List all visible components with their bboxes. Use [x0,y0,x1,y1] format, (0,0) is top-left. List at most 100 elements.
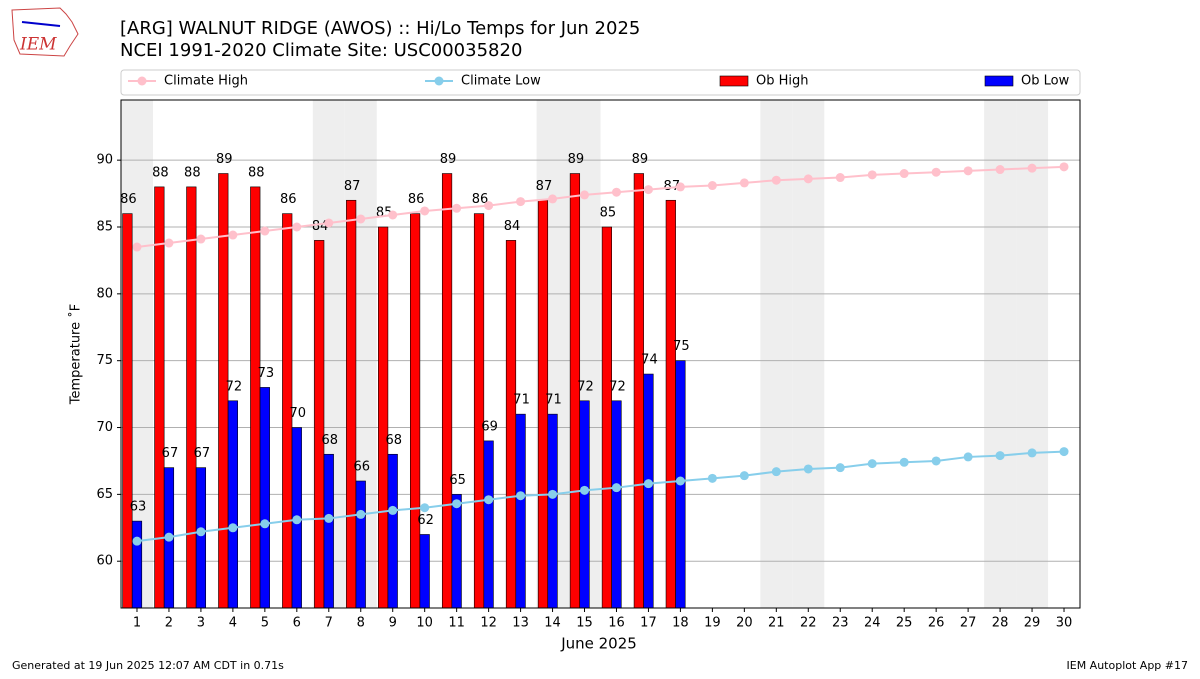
legend-label: Climate Low [461,74,541,89]
line-point [548,194,558,204]
legend-swatch [719,75,749,87]
x-tick-label: 20 [736,616,753,631]
x-tick-label: 9 [389,616,397,631]
bar [355,480,366,609]
line-point [388,210,398,220]
x-tick-label: 30 [1056,616,1073,631]
line-point [835,463,845,473]
chart-title: [ARG] WALNUT RIDGE (AWOS) :: Hi/Lo Temps… [120,18,640,39]
data-label: 75 [673,339,690,354]
x-tick-label: 17 [640,616,657,631]
legend: Climate High Climate Low Ob High Ob Low [120,69,1081,96]
line-point [835,173,845,183]
x-tick-label: 18 [672,616,689,631]
data-label: 68 [322,433,339,448]
y-tick-label: 75 [96,353,113,368]
line-point [356,214,366,224]
data-label: 72 [609,379,626,394]
x-tick-label: 25 [896,616,913,631]
legend-point [434,76,444,86]
line-point [771,175,781,185]
x-tick-label: 27 [960,616,977,631]
x-tick-label: 3 [197,616,205,631]
x-tick-label: 1 [133,616,141,631]
line-point [132,536,142,546]
line-point [324,513,334,523]
bar [633,173,644,609]
data-label: 85 [600,206,617,221]
y-tick-label: 65 [96,487,113,502]
line-point [931,456,941,466]
data-label: 67 [194,446,211,461]
data-label: 89 [568,152,585,167]
line-point [931,167,941,177]
bar [419,534,430,609]
y-tick-label: 60 [96,554,113,569]
x-tick-label: 5 [261,616,269,631]
x-tick-label: 16 [608,616,625,631]
line-point [739,178,749,188]
bar [131,520,143,609]
y-tick-label: 90 [96,153,113,168]
bar [483,440,494,609]
line-point [260,519,270,529]
line-point [228,230,238,240]
line-point [164,238,174,248]
weekend-shade [792,100,825,608]
line-point [260,226,270,236]
line-point [164,532,174,542]
line-point [707,473,717,483]
line-point [1027,448,1037,458]
plot-frame [120,99,1081,609]
line-point [452,499,462,509]
y-tick-label: 80 [96,286,113,301]
bar [643,373,654,609]
x-tick-label: 8 [357,616,365,631]
line-point [675,182,685,192]
bar [314,240,325,609]
x-tick-label: 14 [544,616,561,631]
line-point [228,523,238,533]
x-tick-label: 19 [704,616,721,631]
data-label: 74 [641,353,658,368]
legend-label: Climate High [164,74,248,89]
data-label: 71 [545,393,562,408]
line-point [580,485,590,495]
bar [451,494,462,609]
line-point [899,169,909,179]
data-label: 89 [440,152,457,167]
data-label: 86 [120,192,137,207]
data-label: 86 [472,192,489,207]
line-point [739,471,749,481]
line-point [1027,163,1037,173]
line-point [452,203,462,213]
line-point [611,187,621,197]
data-label: 89 [216,152,233,167]
line-point [803,464,813,474]
line-point [1059,447,1069,457]
legend-label: Ob Low [1021,74,1070,89]
line-point [196,527,206,537]
bar [515,413,526,609]
line-point [516,197,526,207]
line-point [803,174,813,184]
data-label: 62 [417,513,434,528]
line-point [643,185,653,195]
data-label: 67 [162,446,179,461]
data-label: 63 [130,500,147,515]
line-point [611,483,621,493]
bar [441,173,453,609]
data-label: 71 [513,393,530,408]
bar [601,226,612,609]
bar [378,226,389,609]
data-label: 88 [248,165,265,180]
data-label: 87 [344,179,361,194]
x-tick-label: 4 [229,616,237,631]
line-point [484,201,494,211]
y-tick-label: 70 [96,420,113,435]
line-point [867,170,877,180]
line-point [707,181,717,191]
data-label: 88 [184,165,201,180]
logo-text: IEM [19,35,57,55]
legend-swatch [984,75,1014,87]
